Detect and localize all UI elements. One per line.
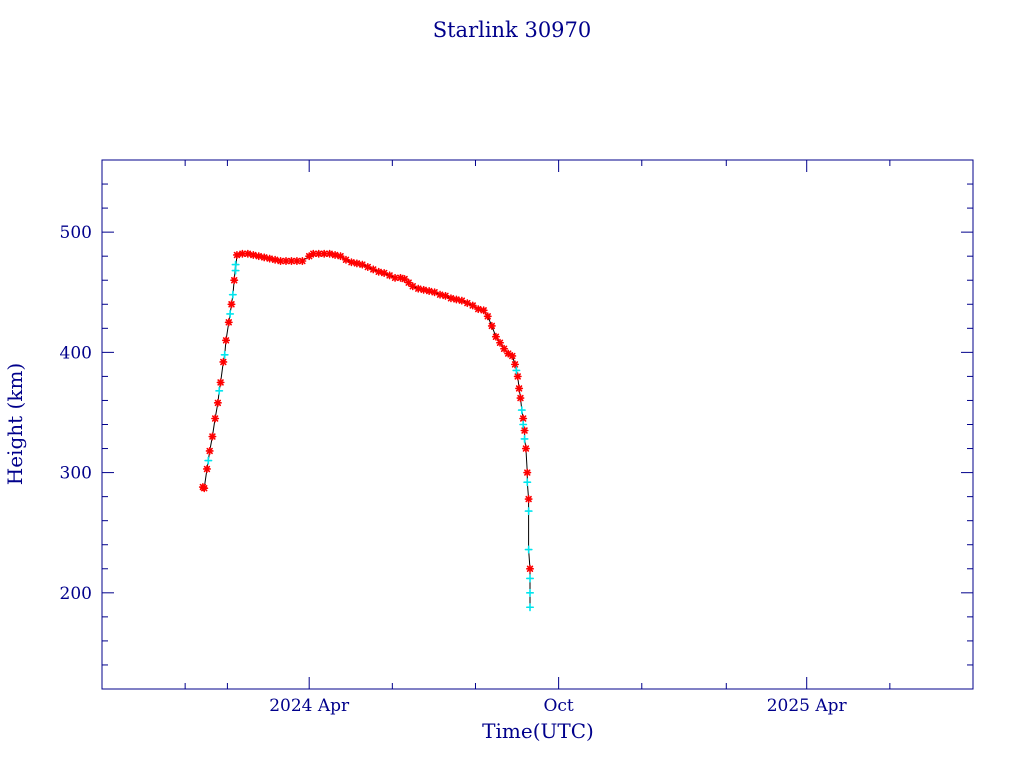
- data-point-red: [219, 357, 228, 366]
- data-point-cyan: [220, 350, 229, 359]
- data-point-cyan: [226, 309, 235, 318]
- x-tick-label: 2024 Apr: [269, 696, 350, 716]
- data-point-red: [227, 300, 236, 309]
- data-point-red: [347, 258, 356, 267]
- y-tick-label: 400: [60, 343, 92, 363]
- plot-frame: [101, 159, 974, 690]
- data-point-red: [521, 444, 530, 453]
- data-point-red: [457, 296, 466, 305]
- data-point-red: [463, 299, 472, 308]
- data-point-red: [224, 318, 233, 327]
- data-point-red: [363, 263, 372, 272]
- data-point-red: [496, 338, 505, 347]
- chart-title: Starlink 30970: [433, 18, 592, 42]
- data-point-red: [260, 253, 269, 262]
- data-markers: [198, 249, 535, 612]
- data-point-red: [374, 267, 383, 276]
- x-tick-label: 2025 Apr: [767, 696, 848, 716]
- data-point-red: [341, 255, 350, 264]
- data-point-red: [352, 259, 361, 268]
- data-point-red: [430, 288, 439, 297]
- data-point-red: [331, 250, 340, 259]
- data-point-red: [325, 249, 334, 258]
- data-point-red: [385, 271, 394, 280]
- data-point-red: [200, 484, 209, 493]
- data-point-cyan: [231, 260, 240, 269]
- data-point-red: [526, 564, 535, 573]
- data-point-red: [298, 256, 307, 265]
- data-point-cyan: [526, 574, 535, 583]
- data-point-red: [452, 295, 461, 304]
- data-point-red: [446, 294, 455, 303]
- data-point-red: [523, 468, 532, 477]
- data-point-red: [391, 273, 400, 282]
- data-point-red: [243, 249, 252, 258]
- data-point-red: [305, 252, 314, 261]
- data-point-cyan: [526, 603, 535, 612]
- data-point-red: [336, 252, 345, 261]
- data-point-red: [483, 312, 492, 321]
- data-point-red: [511, 360, 520, 369]
- data-point-red: [491, 332, 500, 341]
- data-point-red: [519, 414, 528, 423]
- data-point-red: [515, 384, 524, 393]
- data-point-cyan: [228, 290, 237, 299]
- data-point-cyan: [519, 420, 528, 429]
- y-tick-label: 300: [60, 464, 92, 484]
- data-point-red: [208, 432, 217, 441]
- data-point-red: [419, 285, 428, 294]
- data-point-red: [425, 287, 434, 296]
- data-point-cyan: [512, 366, 521, 375]
- data-point-red: [358, 260, 367, 269]
- data-point-red: [414, 284, 423, 293]
- data-point-red: [524, 495, 533, 504]
- x-tick-label: Oct: [543, 696, 573, 716]
- data-point-red: [265, 254, 274, 263]
- data-point-red: [500, 344, 509, 353]
- data-point-red: [254, 252, 263, 261]
- data-point-red: [479, 306, 488, 315]
- data-point-cyan: [520, 434, 529, 443]
- data-point-red: [271, 255, 280, 264]
- data-point-red: [441, 291, 450, 300]
- data-point-red: [222, 336, 231, 345]
- y-tick-label: 200: [60, 584, 92, 604]
- data-point-cyan: [524, 507, 533, 516]
- data-point-red: [230, 276, 239, 285]
- data-point-red: [238, 249, 247, 258]
- data-point-red: [474, 305, 483, 314]
- data-point-red: [205, 446, 214, 455]
- data-point-cyan: [524, 545, 533, 554]
- data-point-red: [249, 250, 258, 259]
- data-point-cyan: [517, 406, 526, 415]
- y-axis-label: Height (km): [3, 363, 27, 485]
- data-point-cyan: [215, 386, 224, 395]
- axis-ticks: [102, 160, 974, 689]
- data-point-red: [516, 394, 525, 403]
- data-point-red: [232, 250, 241, 259]
- data-point-red: [369, 265, 378, 274]
- data-point-red: [202, 464, 211, 473]
- data-point-cyan: [204, 456, 213, 465]
- data-point-red: [520, 426, 529, 435]
- data-point-cyan: [523, 478, 532, 487]
- axis-tick-labels: 200 300 400 500 2024 Apr Oct 2025 Apr: [60, 223, 848, 716]
- data-point-cyan: [526, 588, 535, 597]
- y-tick-label: 500: [60, 223, 92, 243]
- data-point-red: [211, 414, 220, 423]
- data-point-red: [216, 378, 225, 387]
- data-point-red: [508, 351, 517, 360]
- data-point-red: [468, 301, 477, 310]
- x-axis-label: Time(UTC): [482, 719, 594, 743]
- data-point-red: [487, 321, 496, 330]
- data-point-red: [213, 398, 222, 407]
- data-point-red: [513, 372, 522, 381]
- data-point-red: [436, 290, 445, 299]
- data-point-red: [408, 282, 417, 291]
- data-point-red: [380, 269, 389, 278]
